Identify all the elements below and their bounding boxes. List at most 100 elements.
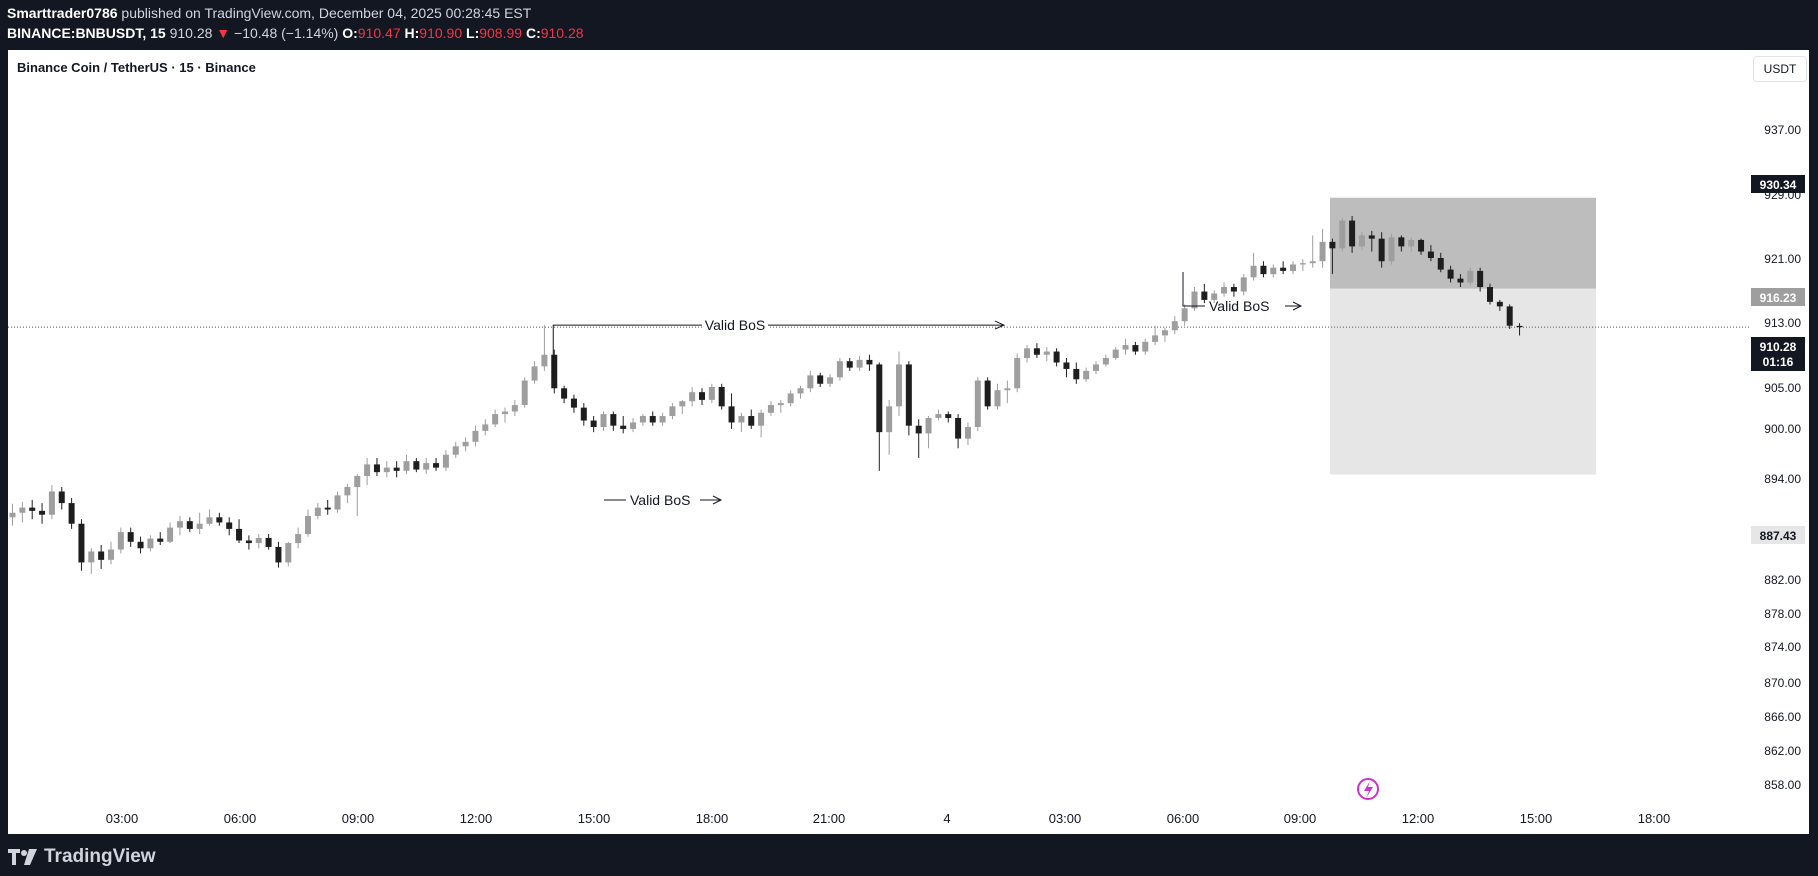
candle [1142,338,1149,355]
candle [1368,230,1375,252]
price-change: −10.48 (−1.14%) [234,25,339,41]
candle-body [176,521,183,528]
candle-body [511,405,518,412]
candle [1053,348,1060,367]
open-label: O: [342,25,358,41]
candle [915,419,922,458]
candle-body [1270,267,1277,275]
candle-body [718,387,725,407]
candle [876,362,883,471]
candle-body [1181,308,1188,322]
price-label: 910.28 [1760,340,1797,354]
candle-body [117,532,124,550]
y-tick-label: 874.00 [1764,640,1801,654]
candle [324,499,331,515]
candle-body [245,540,252,544]
candle-body [1339,220,1346,249]
currency-button[interactable]: USDT [1753,56,1807,82]
candle [1112,347,1119,360]
candle-body [561,388,568,399]
candle [1457,274,1464,288]
candle-body [590,420,597,427]
candle-body [610,414,617,426]
candle [492,409,499,427]
candle [718,383,725,410]
candle [196,512,203,535]
candle [413,457,420,473]
candle-body [236,528,243,541]
candle-body [817,375,824,384]
candle [127,527,134,547]
candle [1043,347,1050,362]
candle [521,377,528,408]
candle [472,425,479,447]
candle-body [758,412,765,426]
candle [1171,316,1178,335]
publish-info: Smarttrader0786 published on TradingView… [7,5,531,21]
candle-body [669,406,676,417]
close-label: C: [525,25,541,41]
author-name[interactable]: Smarttrader0786 [7,5,118,21]
candle [176,516,183,536]
candle [955,414,962,449]
candle [1102,354,1109,367]
candle-body [383,467,390,473]
y-tick-label: 858.00 [1764,778,1801,792]
candle-body [1142,341,1149,352]
price-tag [1751,526,1805,544]
candle-body [393,467,400,471]
down-arrow-icon: ▼ [216,25,231,41]
candle [1132,341,1139,355]
candle [98,545,105,569]
candle-body [1240,277,1247,292]
candle-body [630,422,637,429]
candle [590,416,597,433]
candle-body [866,359,873,365]
lightning-icon [1357,778,1379,800]
candle-body [876,364,883,433]
candle [433,457,440,471]
candle-body [1053,351,1060,363]
tradingview-brand: TradingView [44,846,156,867]
candle-body [1496,301,1503,307]
x-tick-label: 12:00 [1402,811,1435,826]
candle-body [620,425,627,429]
candle [777,399,784,413]
candle [1408,237,1415,252]
y-tick-label: 882.00 [1764,573,1801,587]
candle [1516,323,1523,336]
candle-body [1230,287,1237,292]
candle-body [728,406,735,423]
candle [1477,267,1484,292]
candle [295,527,302,549]
candle [1152,325,1159,346]
candle-body [452,446,459,455]
candle-body [1112,349,1119,358]
candle-body [974,380,981,427]
candle-body [1349,220,1356,247]
stop-loss-zone [1330,197,1596,289]
candle [1201,283,1208,304]
candle-body [1024,348,1031,358]
x-tick-label: 03:00 [106,811,139,826]
candle-body [275,546,282,563]
candle-body [373,464,380,473]
candle [1418,238,1425,255]
candle [728,393,735,429]
tradingview-logo[interactable]: TradingView [8,846,156,868]
candle-body [1221,287,1228,294]
candle [226,517,233,536]
candle [1093,361,1099,375]
candle [1427,245,1434,262]
candle [275,541,282,568]
candle [905,361,912,436]
candle [58,486,65,510]
candle-body [1447,269,1454,279]
y-tick-label: 913.00 [1764,316,1801,330]
candle [886,399,893,455]
candle-body [423,463,430,470]
candle-body [127,532,134,542]
candle [797,385,804,399]
candle [1388,233,1395,265]
